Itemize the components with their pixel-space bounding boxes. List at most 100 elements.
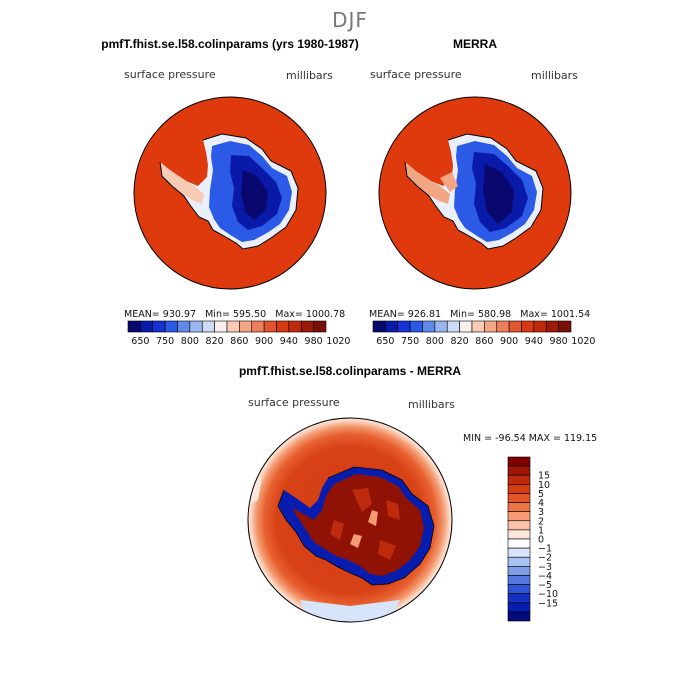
panel1-colorbar-tick-label: 980 xyxy=(305,336,323,347)
panel1-colorbar-cell xyxy=(288,320,302,333)
diff-map xyxy=(247,417,453,623)
panel2-colorbar-tick-label: 750 xyxy=(401,336,419,347)
panel1-border xyxy=(133,96,327,290)
diff-colorbar-cell xyxy=(507,520,531,531)
panel2-colorbar-cell xyxy=(545,320,559,333)
panel2-peninsula xyxy=(405,162,450,204)
diff-units-label: millibars xyxy=(408,398,455,411)
panel1-colorbar-tick-label: 800 xyxy=(181,336,199,347)
diff-min-value: -96.54 xyxy=(495,433,526,444)
diff-bottom-pale-patch xyxy=(300,600,400,622)
panel2-colorbar-cell xyxy=(533,320,547,333)
panel2-colorbar-tick-label: 1020 xyxy=(571,336,595,347)
diff-colorbar-tick-label: 5 xyxy=(538,489,544,500)
season-title: DJF xyxy=(332,8,368,32)
diff-colorbar-tick-label: 2 xyxy=(538,516,544,527)
panel1-min-value: 595.50 xyxy=(232,309,267,320)
diff-colorbar-tick-label: −2 xyxy=(538,553,552,564)
panel2-colorbar-tick-label: 650 xyxy=(376,336,394,347)
diff-colorbar-tick-label: −4 xyxy=(538,571,552,582)
diff-colorbar-cell xyxy=(507,556,531,567)
diff-colorbar-cell xyxy=(507,575,531,585)
panel1-colorbar-cell xyxy=(127,320,141,333)
panel1-units-label: millibars xyxy=(286,69,333,82)
panel1-colorbar-cell xyxy=(164,320,178,333)
panel1-colorbar-cell xyxy=(177,320,191,333)
panel1-max-value: 1000.78 xyxy=(305,309,346,320)
diff-colorbar-cell xyxy=(507,547,531,558)
diff-colorbar-cell xyxy=(507,493,531,503)
diff-colorbar-cell xyxy=(507,584,531,594)
panel2-colorbar-tick-label: 820 xyxy=(451,336,469,347)
panel1-colorbar-tick-label: 820 xyxy=(206,336,224,347)
panel1-colorbar-cell xyxy=(140,320,154,333)
panel2-colorbar-cell xyxy=(459,320,473,333)
panel2-stats: MEAN= 926.81 Min= 580.98 Max= 1001.54 xyxy=(369,309,591,320)
panel2-mean-label: MEAN= xyxy=(369,309,408,320)
diff-colorbar-cell xyxy=(507,529,531,540)
panel2-colorbar-cell xyxy=(446,320,460,333)
panel2-colorbar: 650 750 800 820 860 900 940 980 1020 xyxy=(372,320,595,347)
diff-border xyxy=(247,417,453,623)
diff-interior-highs xyxy=(330,488,400,560)
panel2-colorbar-cell xyxy=(496,320,510,333)
panel2-ross-shelf xyxy=(440,172,458,192)
panel1-colorbar-tick-label: 650 xyxy=(131,336,149,347)
panel1-colorbar-tick-label: 750 xyxy=(156,336,174,347)
panel1-title: pmfT.fhist.se.l58.colinparams (yrs 1980-… xyxy=(101,37,359,51)
panel2-colorbar-cell xyxy=(422,320,436,333)
panel1-colorbar: 650 750 800 820 860 900 940 980 1020 xyxy=(127,320,350,347)
diff-colorbar-tick-label: −10 xyxy=(538,589,558,600)
diff-colorbar-cell xyxy=(507,474,531,485)
diff-colorbar-cell xyxy=(507,593,531,604)
panel2-colorbar-cell xyxy=(372,320,386,333)
diff-colorbar-tick-label: 10 xyxy=(538,480,550,491)
diff-panel-title: pmfT.fhist.se.l58.colinparams - MERRA xyxy=(238,364,462,378)
diff-colorbar-tick-label: 0 xyxy=(538,535,544,546)
panel1-colorbar-tick-label: 900 xyxy=(255,336,273,347)
panel2-mean-value: 926.81 xyxy=(407,309,442,320)
diff-colorbar-cell xyxy=(507,502,531,512)
diff-colorbar-cell xyxy=(507,538,531,549)
panel2-colorbar-cell xyxy=(397,320,411,333)
diff-colorbar-tick-label: 3 xyxy=(538,507,544,518)
diff-colorbar-cell xyxy=(507,511,531,522)
panel2-title: MERRA xyxy=(453,37,497,51)
diff-interior-light xyxy=(350,510,378,548)
panel2-colorbar-cell xyxy=(409,320,423,333)
panel1-colorbar-cell xyxy=(313,320,327,333)
diff-colorbar-cell xyxy=(507,611,531,622)
diff-colorbar-tick-label: 1 xyxy=(538,525,544,536)
panel1-colorbar-tick-label: 940 xyxy=(280,336,298,347)
diff-colorbar-tick-label: −1 xyxy=(538,544,552,555)
panel2-colorbar-tick-label: 900 xyxy=(500,336,518,347)
panel1-coastline xyxy=(159,133,299,250)
panel2-units-label: millibars xyxy=(531,69,578,82)
diff-colorbar-tick-label: 4 xyxy=(538,498,544,509)
panel2-antarctica-core xyxy=(483,164,514,224)
panel2-map xyxy=(378,96,572,290)
panel1-colorbar-tick-label: 860 xyxy=(230,336,248,347)
panel1-colorbar-cell xyxy=(263,320,277,333)
diff-colorbar-cell xyxy=(507,465,531,476)
diff-colorbar-cell xyxy=(507,484,531,494)
diff-colorbar-tick-label: −3 xyxy=(538,562,552,573)
diff-colorbar-cell xyxy=(507,456,531,467)
panel2-coastline xyxy=(404,133,544,250)
panel1-map xyxy=(133,96,327,290)
panel2-colorbar-tick-label: 860 xyxy=(475,336,493,347)
panel2-colorbar-cell xyxy=(434,320,448,333)
panel2-colorbar-cell xyxy=(484,320,498,333)
diff-field-label: surface pressure xyxy=(248,396,340,409)
diff-colorbar-tick-label: −5 xyxy=(538,580,552,591)
panel1-colorbar-cell xyxy=(214,320,228,333)
panel1-antarctica-core xyxy=(241,170,268,220)
diff-minmax: MIN = -96.54 MAX = 119.15 xyxy=(463,433,598,444)
panel2-colorbar-cell xyxy=(471,320,485,333)
panel1-stats: MEAN= 930.97 Min= 595.50 Max= 1000.78 xyxy=(124,309,346,320)
panel2-max-value: 1001.54 xyxy=(550,309,591,320)
panel1-colorbar-cell xyxy=(189,320,203,333)
diff-colorbar-cell xyxy=(507,602,531,613)
